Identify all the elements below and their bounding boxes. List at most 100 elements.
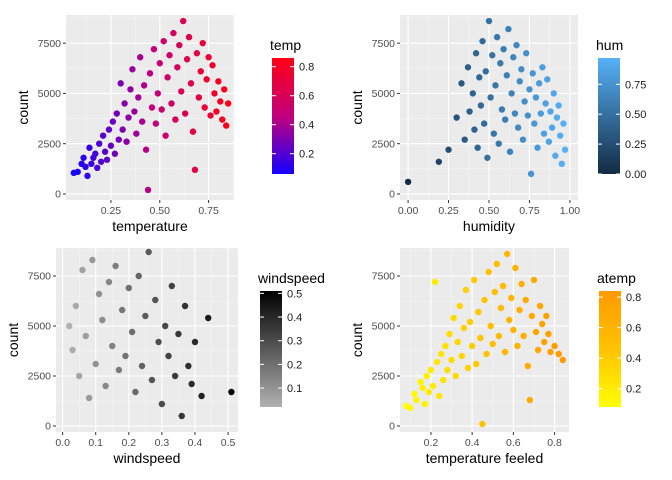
data-point (526, 86, 533, 93)
data-point (199, 39, 206, 47)
data-point (118, 306, 126, 314)
data-point (553, 114, 561, 121)
data-point (537, 110, 544, 117)
data-point (191, 338, 199, 346)
legend-label: 0.3 (287, 336, 302, 348)
data-point (213, 108, 220, 115)
data-point (74, 168, 81, 176)
data-point (534, 144, 541, 151)
data-point (119, 126, 126, 133)
data-point (82, 163, 89, 171)
data-point (162, 132, 169, 139)
data-point (144, 186, 152, 194)
data-point (198, 392, 205, 400)
data-point (125, 114, 132, 121)
x-tick-label: 0.0 (55, 437, 70, 449)
data-point (102, 382, 109, 390)
data-point (145, 248, 152, 256)
y-tick-label: 0 (389, 189, 395, 201)
legend-label: 0.6 (626, 323, 641, 335)
temperature-panel: 0.25 0.50 0.75 0 2500 5000 7500 temperature coun… (15, 15, 314, 234)
x-tick-label: 0.4 (188, 437, 203, 449)
data-point (498, 106, 506, 113)
data-point (154, 90, 162, 97)
data-point (112, 262, 119, 270)
data-point (135, 94, 142, 101)
data-point (140, 82, 148, 89)
color-legend: windspeed 0.1 0.2 0.3 0.4 0.5 (257, 270, 325, 407)
legend-label: 0.4 (626, 353, 641, 365)
data-point (531, 120, 538, 127)
x-tick-label: 0.25 (438, 205, 459, 217)
data-point (466, 108, 473, 115)
data-point (142, 146, 150, 153)
data-point (518, 280, 525, 288)
data-point (92, 360, 99, 368)
data-point (203, 76, 210, 83)
data-point (529, 70, 536, 77)
data-point (99, 316, 106, 324)
data-point (523, 50, 530, 57)
data-point (477, 334, 484, 342)
x-axis-title: temperature (112, 218, 188, 234)
data-point (485, 17, 493, 25)
data-point (72, 302, 80, 310)
data-point (180, 17, 187, 25)
legend-label: 0.2 (299, 149, 314, 161)
x-axis-title: humidity (463, 218, 515, 234)
data-point (152, 296, 159, 304)
data-point (221, 86, 228, 93)
data-point (222, 122, 230, 129)
data-point (501, 116, 509, 123)
data-point (174, 64, 181, 71)
data-point (86, 144, 93, 151)
data-point (495, 140, 502, 147)
data-point (417, 378, 424, 386)
legend-label: 0.75 (625, 79, 646, 91)
data-point (560, 120, 567, 127)
data-point (452, 372, 459, 380)
data-point (175, 330, 182, 338)
y-axis-title: count (15, 90, 31, 124)
data-point (228, 388, 235, 396)
legend-label: 0.50 (625, 109, 646, 121)
data-point (205, 314, 212, 322)
data-point (534, 346, 542, 354)
data-point (518, 66, 525, 73)
data-point (183, 56, 191, 63)
data-point (137, 54, 144, 61)
data-point (519, 136, 527, 143)
data-point (511, 110, 519, 117)
y-tick-label: 2500 (372, 371, 396, 383)
data-point (450, 314, 457, 322)
data-point (460, 324, 468, 332)
data-point (545, 330, 552, 338)
data-point (419, 384, 426, 392)
data-point (211, 90, 218, 97)
data-point (448, 356, 455, 364)
data-point (440, 376, 447, 384)
data-point (521, 98, 528, 105)
legend-label: 0.1 (287, 383, 302, 395)
data-point (514, 342, 521, 350)
data-point (524, 112, 532, 119)
data-point (503, 250, 511, 258)
legend-label: 0.8 (626, 292, 641, 304)
data-point (201, 104, 208, 111)
y-tick-label: 5000 (38, 88, 62, 100)
legend-label: 0.00 (625, 169, 646, 181)
data-point (82, 332, 89, 340)
data-point (474, 144, 481, 151)
data-point (493, 260, 501, 268)
x-tick-label: 0.5 (221, 437, 236, 449)
y-tick-label: 5000 (28, 321, 52, 333)
data-point (178, 88, 185, 95)
panel-background (400, 248, 569, 432)
data-point (552, 152, 559, 159)
y-tick-label: 2500 (372, 138, 396, 150)
data-point (510, 326, 517, 334)
y-tick-label: 7500 (28, 271, 52, 283)
data-point (88, 160, 95, 168)
data-point (142, 312, 149, 320)
data-point (516, 306, 523, 314)
